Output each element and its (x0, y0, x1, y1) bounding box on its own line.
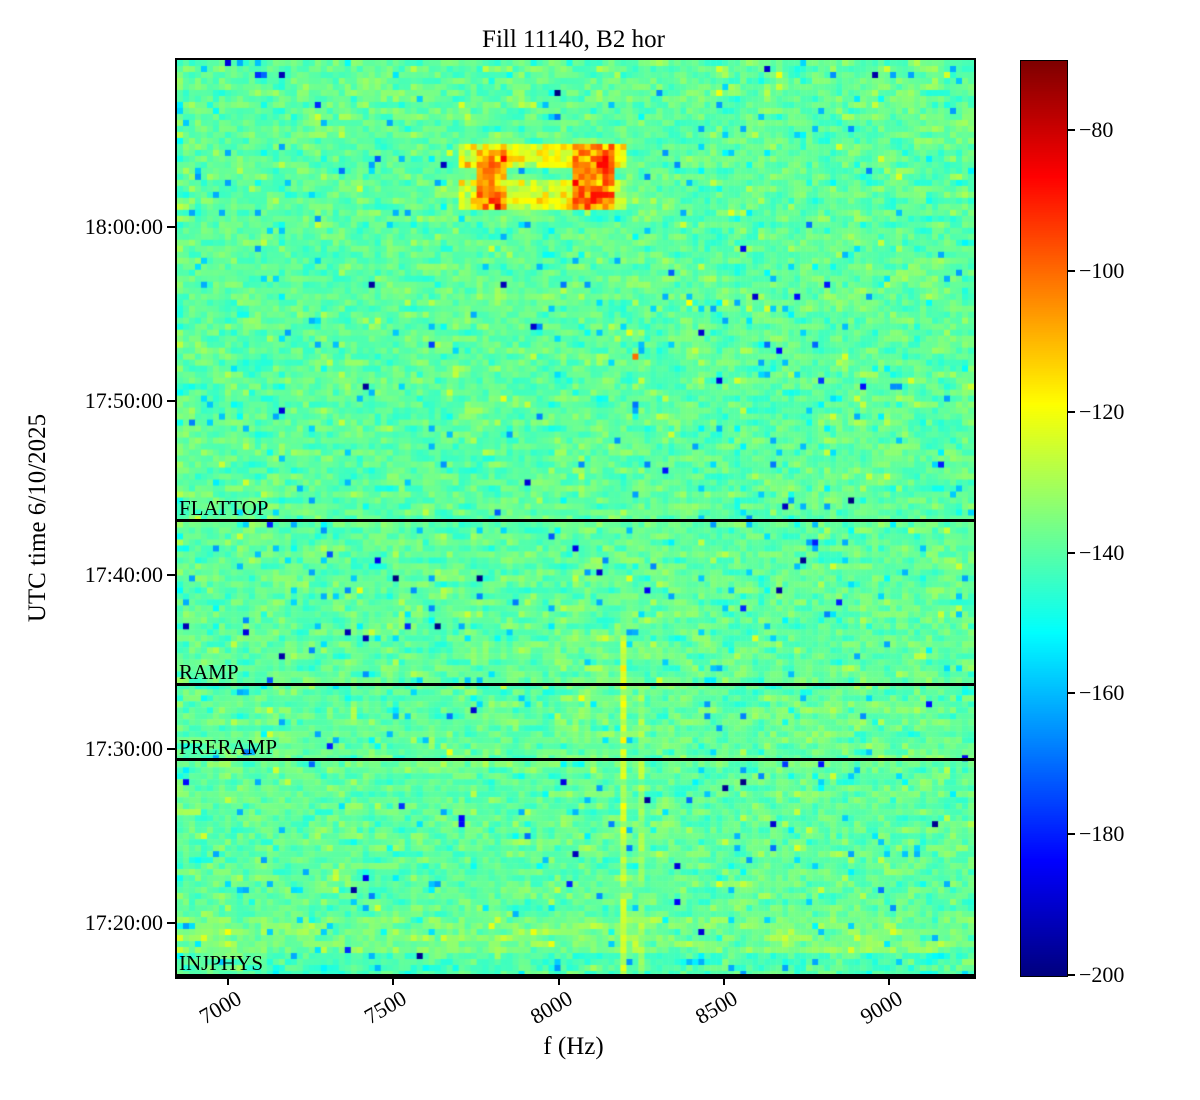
colorbar-tick-label: −200 (1079, 962, 1125, 987)
x-tick-label: 8000 (525, 985, 577, 1029)
chart-title: Fill 11140, B2 hor (482, 26, 665, 53)
beam-mode-label-preramp: PRERAMP (179, 735, 278, 760)
y-tick-mark (167, 400, 175, 403)
x-tick-label: 9000 (856, 985, 907, 1029)
y-tick-label: 17:50:00 (84, 388, 163, 414)
y-tick-label: 17:40:00 (84, 562, 163, 588)
x-tick-label: 8500 (690, 985, 742, 1029)
y-tick-mark (167, 748, 175, 750)
colorbar-tick-label: −180 (1079, 821, 1125, 847)
colorbar-tick-label: −100 (1079, 258, 1125, 284)
beam-mode-label-injphys: INJPHYS (179, 951, 264, 976)
y-axis-label: UTC time 6/10/2025 (24, 413, 51, 623)
colorbar-tick-mark (1068, 692, 1075, 695)
x-tick-mark (888, 977, 891, 985)
y-tick-label: 18:00:00 (84, 214, 163, 240)
beam-mode-line-ramp (177, 682, 974, 686)
colorbar (1020, 60, 1068, 977)
x-axis-label: f (Hz) (543, 1033, 604, 1060)
x-tick-mark (722, 977, 725, 985)
colorbar-tick-mark (1068, 974, 1075, 976)
x-tick-mark (226, 977, 229, 985)
beam-mode-line-preramp (177, 758, 974, 762)
beam-mode-line-injphys (177, 974, 974, 977)
y-tick-mark (167, 574, 175, 577)
beam-mode-label-ramp: RAMP (179, 659, 239, 684)
y-tick-mark (167, 226, 175, 229)
x-tick-mark (392, 977, 395, 985)
beam-mode-label-flattop: FLATTOP (179, 496, 269, 521)
colorbar-tick-mark (1068, 410, 1075, 413)
colorbar-tick-mark (1068, 551, 1075, 554)
plot-area: FLATTOP RAMP PRERAMP INJPHYS (175, 58, 976, 979)
colorbar-tick-label: −140 (1079, 539, 1125, 565)
x-tick-mark (557, 977, 560, 985)
colorbar-gradient (1021, 61, 1067, 976)
y-tick-mark (167, 921, 175, 924)
colorbar-tick-mark (1068, 833, 1075, 836)
beam-mode-line-flattop (177, 519, 974, 523)
spectrogram-heatmap (177, 60, 974, 977)
y-tick-label: 17:30:00 (84, 736, 163, 761)
colorbar-tick-label: −80 (1079, 117, 1114, 143)
colorbar-tick-label: −120 (1079, 398, 1125, 424)
x-tick-label: 7500 (360, 985, 411, 1029)
x-tick-label: 7000 (194, 985, 246, 1029)
y-tick-label: 17:20:00 (84, 909, 163, 935)
colorbar-tick-label: −160 (1079, 680, 1125, 706)
colorbar-tick-mark (1068, 129, 1075, 132)
colorbar-tick-mark (1068, 270, 1075, 273)
